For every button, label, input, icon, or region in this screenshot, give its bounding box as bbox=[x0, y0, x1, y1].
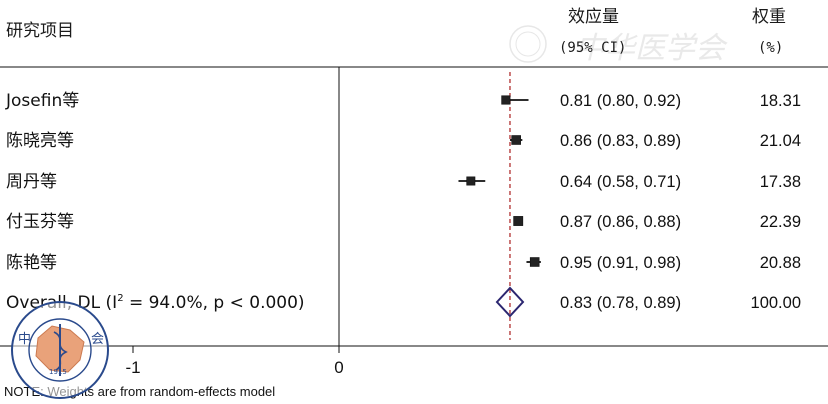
association-logo-icon bbox=[11, 301, 109, 399]
weight-text: 22.39 bbox=[760, 213, 801, 231]
overall-ci-text: 0.83 (0.78, 0.89) bbox=[560, 294, 681, 312]
weight-text: 21.04 bbox=[760, 132, 801, 150]
weight-text: 17.38 bbox=[760, 173, 801, 191]
weight-column-subheader: (%) bbox=[758, 40, 783, 56]
ci-text: 0.95 (0.91, 0.98) bbox=[560, 254, 681, 272]
effect-column-subheader: (95% CI) bbox=[559, 40, 626, 56]
study-label: 陈艳等 bbox=[6, 253, 57, 273]
ci-text: 0.64 (0.58, 0.71) bbox=[560, 173, 681, 191]
watermark-seal-icon bbox=[509, 25, 547, 63]
weight-text: 20.88 bbox=[760, 254, 801, 272]
weight-column-header: 权重 bbox=[752, 7, 786, 27]
overall-diamond bbox=[495, 286, 525, 318]
point-estimate bbox=[466, 176, 476, 186]
effect-column-header: 效应量 bbox=[568, 7, 619, 27]
x-tick-label: 0 bbox=[334, 358, 343, 377]
point-estimate bbox=[529, 257, 540, 267]
logo-char-right: 会 bbox=[91, 332, 104, 347]
study-label: 陈晓亮等 bbox=[6, 131, 74, 151]
study-label: Josefin等 bbox=[5, 91, 79, 111]
watermark-text: 中华医学会 bbox=[575, 31, 728, 66]
logo-year: 1915 bbox=[49, 368, 67, 376]
study-label: 周丹等 bbox=[6, 172, 57, 192]
study-label: 付玉芬等 bbox=[6, 212, 74, 232]
ci-text: 0.86 (0.83, 0.89) bbox=[560, 132, 681, 150]
point-estimate bbox=[511, 135, 521, 145]
weight-text: 18.31 bbox=[760, 92, 801, 110]
overall-weight-text: 100.00 bbox=[751, 294, 801, 312]
x-tick-label: -1 bbox=[125, 358, 140, 377]
point-estimate bbox=[501, 95, 511, 105]
study-column-header: 研究项目 bbox=[6, 21, 74, 41]
ci-text: 0.81 (0.80, 0.92) bbox=[560, 92, 681, 110]
point-estimate bbox=[513, 216, 524, 226]
ci-text: 0.87 (0.86, 0.88) bbox=[560, 213, 681, 231]
logo-char-left: 中 bbox=[18, 332, 31, 347]
